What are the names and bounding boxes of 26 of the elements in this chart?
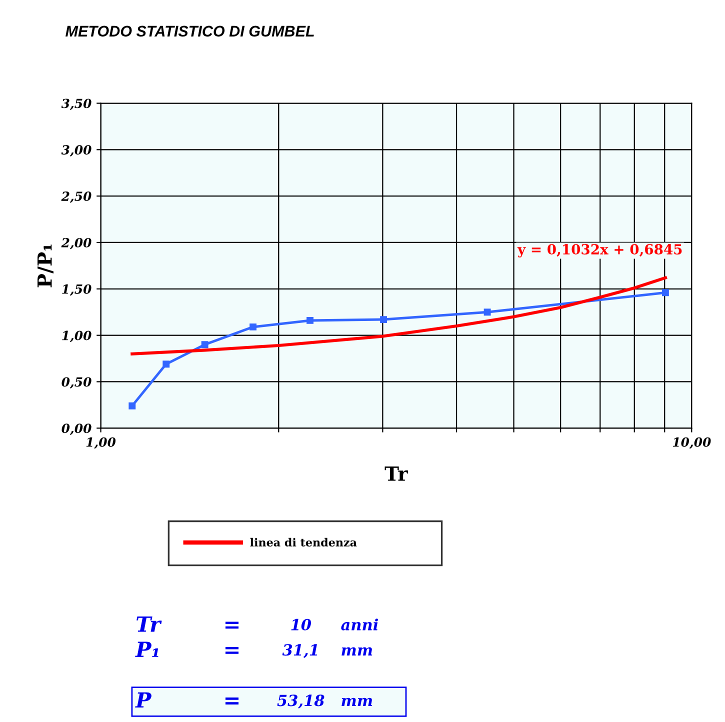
text: 31,1 <box>282 644 318 658</box>
text: mm <box>342 698 372 706</box>
y-tick-label: 3,50 <box>61 98 92 110</box>
text: = <box>225 622 239 629</box>
x-axis-title: Tr <box>384 466 408 481</box>
x-tick-label: 10,00 <box>672 437 711 449</box>
text: linea di tendenza <box>250 538 357 547</box>
text: Tr <box>136 616 162 632</box>
text: 10 <box>291 618 311 630</box>
y-tick-label: 2,50 <box>61 192 92 203</box>
text: P <box>135 692 152 708</box>
text: mm <box>342 647 372 656</box>
text: = <box>225 698 239 704</box>
chart-title: METODO STATISTICO DI GUMBEL <box>66 26 314 37</box>
y-tick-label: 1,50 <box>62 284 92 296</box>
text: = <box>225 646 239 654</box>
text: anni <box>341 618 378 630</box>
annotation: y = 0,1032x + 0,6845 <box>517 244 682 258</box>
text: 53,18 <box>277 694 324 709</box>
y-tick-label: 3,00 <box>61 145 92 156</box>
text: P₁ <box>135 642 158 657</box>
y-axis-title: P/P₁ <box>38 244 54 288</box>
y-tick-label: 0,50 <box>62 377 92 389</box>
y-tick-label: 1,00 <box>62 330 92 342</box>
y-tick-label: 2,00 <box>61 238 92 250</box>
y-tick-label: 0,00 <box>62 424 92 435</box>
